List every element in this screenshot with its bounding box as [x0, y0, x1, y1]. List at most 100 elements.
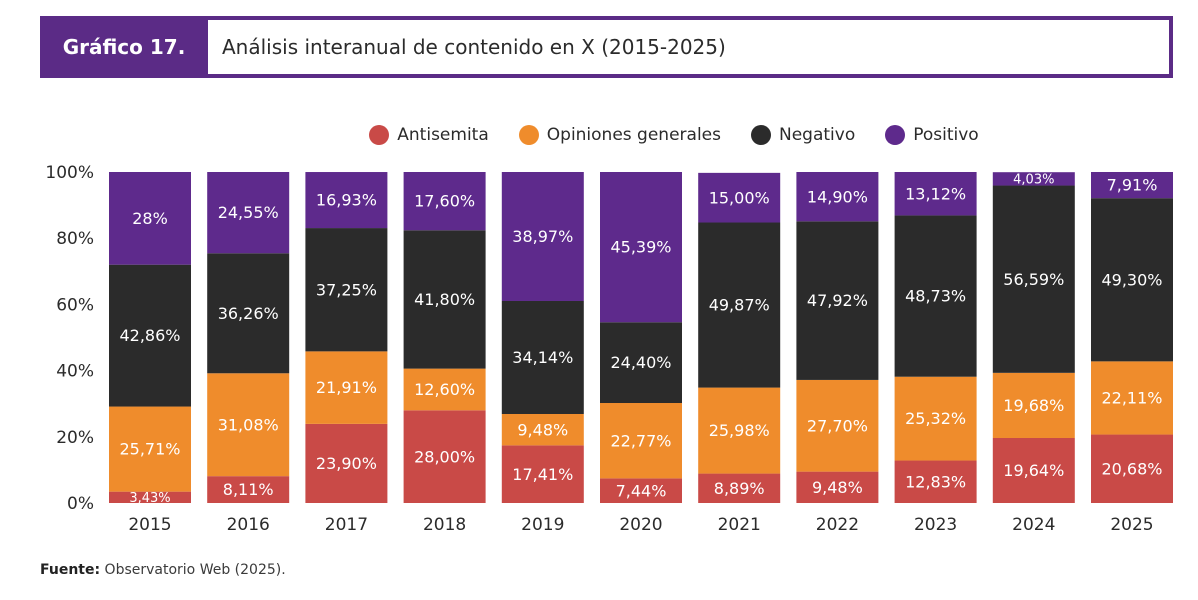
y-tick-label: 0% [67, 494, 94, 514]
data-label: 14,90% [807, 187, 868, 206]
bar-segment-positivo [109, 172, 191, 265]
chart-title-bar: Gráfico 17. Análisis interanual de conte… [40, 16, 1173, 78]
bar-segment-positivo [501, 172, 584, 301]
source-label: Fuente: [40, 562, 101, 578]
data-label: 13,12% [905, 184, 966, 203]
bar-segment-positivo [1091, 172, 1173, 199]
data-label: 24,55% [218, 203, 279, 222]
legend-label: Negativo [778, 125, 856, 145]
data-label: 47,92% [807, 291, 868, 310]
data-label: 25,71% [119, 440, 180, 459]
x-tick-label: 2024 [1012, 515, 1055, 535]
source-note: Fuente: Observatorio Web (2025). [40, 562, 286, 578]
data-label: 49,30% [1101, 270, 1162, 289]
bar-segment-opiniones-generales [796, 379, 879, 472]
data-label: 31,08% [218, 415, 279, 434]
data-label: 49,87% [709, 296, 770, 315]
bar-segment-negativo [698, 222, 781, 388]
bar-segment-positivo [600, 172, 682, 323]
bar-segment-antisemita [894, 460, 977, 503]
bar-segment-antisemita [305, 423, 388, 503]
bar-segment-negativo [600, 322, 682, 404]
bar-segment-positivo [305, 172, 388, 229]
data-label: 56,59% [1003, 270, 1064, 289]
data-label: 36,26% [218, 304, 279, 323]
bar-segment-antisemita [501, 445, 584, 503]
x-tick-label: 2022 [816, 515, 859, 535]
chart-legend: Antisemita Opiniones generales Negativo Pos… [0, 122, 1198, 148]
bar-segment-antisemita [1091, 434, 1173, 503]
bar-segment-negativo [305, 228, 388, 352]
data-label: 41,80% [414, 290, 475, 309]
legend-swatch [369, 125, 390, 145]
legend-label: Antisemita [397, 125, 489, 145]
figure-number: Gráfico 17. [62, 35, 186, 59]
x-tick-label: 2020 [619, 515, 662, 535]
bar-segment-negativo [501, 300, 584, 414]
data-label: 8,11% [223, 480, 274, 499]
bar-segment-negativo [1091, 198, 1173, 362]
bar-segment-positivo [403, 172, 486, 231]
bar-segment-antisemita [403, 410, 486, 503]
data-label: 15,00% [709, 188, 770, 207]
bar-segment-opiniones-generales [992, 372, 1075, 438]
y-tick-label: 60% [56, 295, 94, 315]
y-tick-label: 100% [45, 163, 94, 183]
bar-segment-negativo [796, 221, 879, 380]
data-label: 25,98% [709, 421, 770, 440]
bar-segment-positivo [698, 172, 781, 223]
data-label: 4,03% [1013, 172, 1054, 187]
y-tick-label: 20% [56, 428, 94, 448]
data-label: 21,91% [316, 378, 377, 397]
data-label: 22,11% [1101, 389, 1162, 408]
bar-segment-positivo [992, 172, 1075, 186]
bar-segment-antisemita [992, 437, 1075, 503]
legend-swatch [885, 125, 906, 145]
data-label: 7,91% [1107, 176, 1158, 195]
x-tick-label: 2019 [521, 515, 564, 535]
data-label: 7,44% [616, 481, 667, 500]
chart-title: Análisis interanual de contenido en X (2… [208, 20, 1169, 74]
x-tick-label: 2018 [423, 515, 466, 535]
stacked-bar-chart: 0% 20% 40% 60% 80% 100% 3,43% 25,71% 42,86% 28% 20… [45, 163, 1173, 535]
data-label: 24,40% [610, 353, 671, 372]
data-label: 17,60% [414, 192, 475, 211]
data-label: 25,32% [905, 409, 966, 428]
legend-item-1: Antisemita [369, 122, 489, 148]
data-label: 22,77% [610, 431, 671, 450]
x-tick-label: 2015 [128, 515, 171, 535]
bar-segment-positivo [207, 172, 290, 254]
data-label: 8,89% [714, 479, 765, 498]
data-label: 28,00% [414, 447, 475, 466]
data-label: 12,83% [905, 472, 966, 491]
bar-segment-positivo [894, 172, 977, 216]
bar-segment-negativo [207, 253, 290, 374]
bar-segment-opiniones-generales [109, 406, 191, 492]
bar-segment-antisemita [109, 491, 191, 503]
bar-segment-negativo [992, 185, 1075, 373]
data-label: 48,73% [905, 287, 966, 306]
bar-segment-antisemita [796, 471, 879, 503]
data-label: 23,90% [316, 454, 377, 473]
data-label: 27,70% [807, 416, 868, 435]
legend-label: Opiniones generales [546, 125, 721, 145]
legend-label: Positivo [913, 125, 979, 145]
bar-segment-positivo [796, 172, 879, 222]
data-label: 9,48% [517, 420, 568, 439]
data-label: 19,68% [1003, 396, 1064, 415]
x-tick-label: 2016 [227, 515, 270, 535]
y-tick-label: 80% [56, 229, 94, 249]
data-label: 42,86% [119, 326, 180, 345]
bar-segment-opiniones-generales [894, 376, 977, 461]
data-label: 19,64% [1003, 461, 1064, 480]
data-label: 45,39% [610, 238, 671, 257]
data-label: 20,68% [1101, 459, 1162, 478]
y-tick-label: 40% [56, 362, 94, 382]
legend-item-3: Negativo [750, 122, 856, 148]
x-tick-label: 2017 [325, 515, 368, 535]
bar-segment-opiniones-generales [403, 368, 486, 411]
bar-segment-opiniones-generales [698, 387, 781, 474]
data-label: 16,93% [316, 191, 377, 210]
bar-segment-opiniones-generales [207, 373, 290, 477]
legend-item-2: Opiniones generales [518, 122, 721, 148]
